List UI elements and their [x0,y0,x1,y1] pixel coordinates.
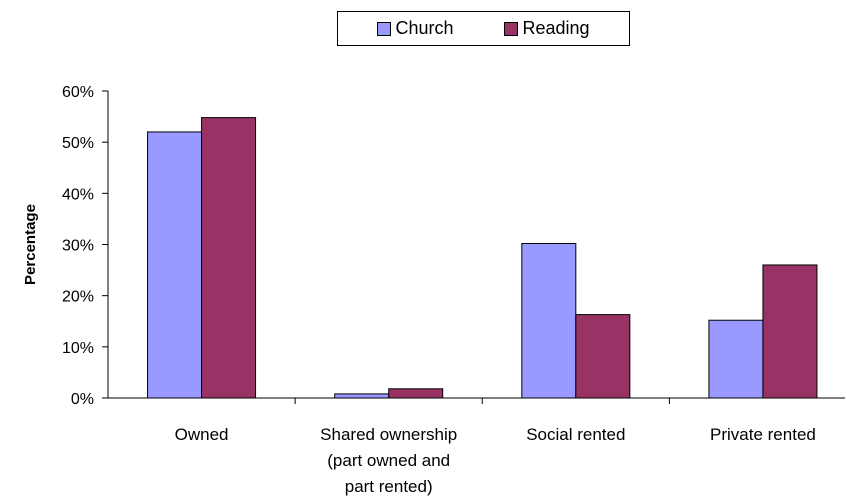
bar-reading [201,117,257,399]
x-category-label: (part owned and [327,451,450,470]
legend-label-reading: Reading [522,18,590,38]
legend-item-church: Church [377,18,454,39]
y-tick-label: 20% [62,289,94,306]
legend-item-reading: Reading [504,18,590,39]
y-axis-title: Percentage [22,204,39,285]
y-tick-label: 50% [62,135,94,152]
bar-church [708,319,764,399]
x-category-label: Private rented [710,425,816,444]
x-category-label: Social rented [526,425,625,444]
bar-reading [762,264,818,399]
x-category-label: part rented) [345,477,433,496]
y-tick-label: 30% [62,238,94,255]
legend: Church Reading [337,11,630,46]
x-category-label: Shared ownership [320,425,457,444]
bar-church [147,131,203,399]
bar-church [521,242,577,399]
bar-church [334,393,390,399]
bar-reading [575,314,631,399]
y-tick-label: 0% [71,391,94,408]
legend-swatch-reading [504,21,519,36]
legend-swatch-church [377,21,392,36]
y-tick-label: 40% [62,186,94,203]
bar-reading [388,388,444,399]
x-category-label: Owned [175,425,229,444]
y-tick-label: 60% [62,84,94,101]
y-tick-label: 10% [62,340,94,357]
legend-label-church: Church [395,18,454,38]
